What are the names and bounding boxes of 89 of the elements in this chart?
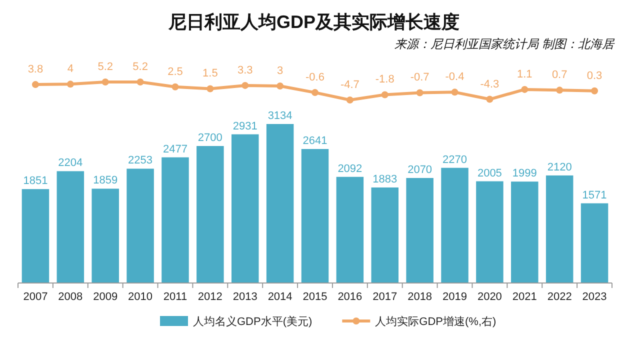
data-label: -1.8: [375, 74, 394, 86]
data-label: -0.4: [445, 71, 464, 84]
x-tick-label: 2022: [547, 291, 572, 303]
point: [242, 82, 249, 89]
x-tick-label: 2010: [128, 291, 153, 303]
data-label: 2120: [547, 161, 572, 174]
bar: [301, 149, 329, 283]
data-label: 1883: [372, 173, 398, 186]
bar: [231, 134, 259, 283]
data-label: 2270: [442, 154, 468, 166]
point: [556, 86, 564, 94]
x-tick-label: 2020: [477, 291, 502, 303]
bar: [56, 171, 84, 283]
data-label: 3.8: [28, 64, 44, 76]
x-tick-label: 2019: [442, 291, 468, 303]
point: [346, 96, 354, 104]
bar: [441, 168, 468, 283]
data-label: 3.3: [237, 64, 253, 76]
point: [521, 86, 528, 93]
data-label: 2070: [408, 164, 432, 176]
data-label: 1.5: [202, 68, 218, 80]
data-label: 1851: [23, 175, 48, 188]
chart-title: 尼日利亚人均GDP及其实际增长速度: [167, 12, 460, 32]
point: [591, 87, 598, 94]
data-label: 2005: [477, 167, 502, 180]
x-tick-label: 2008: [58, 291, 83, 303]
data-label: 4: [67, 63, 74, 76]
bar: [162, 157, 189, 283]
x-tick-label: 2013: [232, 291, 258, 303]
x-tick-label: 2017: [372, 291, 398, 303]
bar: [92, 188, 119, 283]
data-label: 1571: [582, 189, 607, 202]
point: [102, 78, 109, 86]
data-label: 5.2: [132, 61, 148, 73]
data-label: -0.7: [410, 72, 430, 84]
data-label: -0.6: [306, 72, 324, 84]
data-label: 2092: [338, 162, 362, 175]
bar: [336, 176, 364, 283]
bar: [546, 175, 574, 283]
point: [136, 78, 144, 86]
data-label: 1859: [93, 174, 118, 187]
data-label: 0.7: [552, 69, 568, 82]
x-tick-label: 2007: [23, 291, 48, 303]
data-label: 3: [276, 65, 284, 77]
source-note: 来源：尼日利亚国家统计局 制图：北海居: [394, 37, 615, 51]
x-tick-label: 2014: [268, 291, 292, 303]
bar: [511, 182, 538, 283]
x-tick-label: 2023: [582, 291, 607, 303]
bar: [266, 124, 294, 283]
bar: [406, 178, 434, 283]
bar: [580, 203, 608, 283]
point: [416, 89, 424, 96]
point: [172, 83, 179, 90]
point: [451, 88, 458, 96]
bar: [126, 168, 154, 283]
data-label: 5.2: [98, 61, 113, 73]
data-label: 1.1: [517, 68, 532, 80]
bar: [476, 181, 504, 283]
x-tick-label: 2021: [512, 291, 537, 303]
data-label: 2253: [128, 154, 153, 167]
data-label: 2641: [302, 135, 328, 148]
data-label: -4.3: [480, 78, 500, 90]
point: [66, 80, 74, 88]
bar: [371, 187, 399, 283]
point: [32, 81, 39, 88]
data-label: -4.7: [340, 79, 360, 91]
data-label: 0.3: [586, 70, 602, 82]
x-tick-label: 2012: [198, 291, 222, 303]
x-tick-label: 2018: [408, 291, 432, 303]
point: [312, 89, 318, 96]
bar: [196, 146, 224, 283]
data-label: 2.5: [168, 66, 183, 78]
data-label: 2931: [232, 120, 258, 132]
x-tick-label: 2011: [163, 291, 188, 303]
point: [276, 82, 284, 90]
x-tick-label: 2016: [338, 291, 362, 303]
data-label: 2204: [58, 157, 83, 170]
point: [206, 85, 214, 92]
data-label: 3134: [268, 110, 292, 122]
point: [486, 96, 494, 103]
legend-label: 人均名义GDP水平(美元): [193, 315, 312, 328]
data-label: 2477: [162, 143, 188, 156]
point: [381, 91, 388, 98]
data-label: 1999: [512, 168, 537, 180]
x-tick-label: 2009: [93, 291, 118, 303]
data-label: 2700: [198, 132, 222, 144]
bar: [22, 189, 50, 283]
legend-label: 人均实际GDP增速(%,右): [375, 315, 496, 328]
x-tick-label: 2015: [302, 291, 328, 303]
